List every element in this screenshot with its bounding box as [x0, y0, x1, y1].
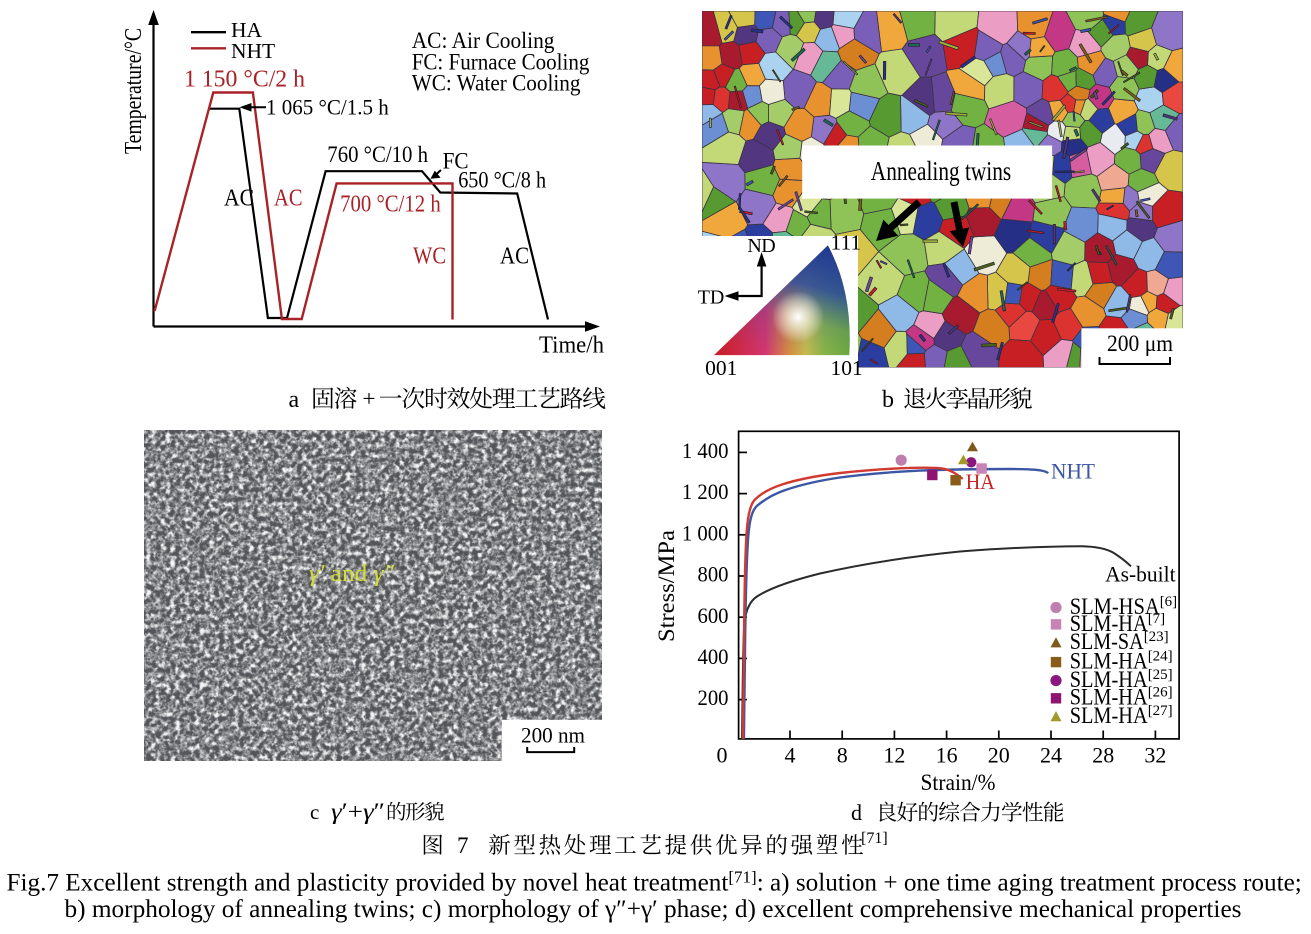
svg-text:SLM-HA: SLM-HA — [1070, 611, 1148, 636]
svg-text:1 150 °C/2 h: 1 150 °C/2 h — [184, 67, 305, 93]
svg-text:1 000: 1 000 — [682, 520, 729, 545]
svg-text:16: 16 — [936, 743, 958, 768]
svg-text:AC: AC — [274, 186, 303, 212]
svg-text:FC: Furnace Cooling: FC: Furnace Cooling — [412, 49, 590, 75]
svg-text:800: 800 — [698, 562, 729, 587]
svg-text:600: 600 — [698, 603, 729, 628]
svg-text:1 400: 1 400 — [682, 438, 729, 463]
svg-text:20: 20 — [988, 743, 1010, 768]
svg-text:Stress/MPa: Stress/MPa — [654, 530, 679, 642]
svg-text:12: 12 — [883, 743, 905, 768]
svg-text:[23]: [23] — [1144, 629, 1169, 645]
svg-text:[6]: [6] — [1160, 594, 1178, 610]
svg-text:760 °C/10 h: 760 °C/10 h — [327, 142, 428, 168]
svg-text:γ′+γ″: γ′+ γ″ — [331, 799, 385, 825]
svg-text:[7]: [7] — [1148, 611, 1166, 627]
svg-text:Annealing twins: Annealing twins — [871, 156, 1011, 186]
svg-text:200 μm: 200 μm — [1107, 331, 1173, 356]
svg-text:101: 101 — [831, 356, 863, 380]
svg-text:32: 32 — [1144, 743, 1166, 768]
svg-text:28: 28 — [1092, 743, 1114, 768]
svg-text:[24]: [24] — [1148, 649, 1173, 665]
svg-text:a: a — [289, 387, 300, 413]
svg-text:650 °C/8 h: 650 °C/8 h — [458, 168, 546, 194]
svg-text:b: b — [882, 387, 894, 413]
svg-text:[71]: [71] — [861, 830, 888, 847]
svg-text:AC: AC — [500, 244, 529, 270]
svg-text:WC: Water Cooling: WC: Water Cooling — [412, 71, 581, 97]
svg-text:γ′ and γ″: γ′ and γ″ — [309, 561, 395, 587]
svg-text:+: + — [363, 386, 376, 411]
svg-text:1 200: 1 200 — [682, 479, 729, 504]
svg-text:Time/h: Time/h — [539, 333, 604, 359]
svg-text:NHT: NHT — [231, 39, 275, 63]
svg-text:200: 200 — [698, 685, 729, 710]
svg-text:1 065 °C/1.5 h: 1 065 °C/1.5 h — [266, 95, 389, 120]
svg-text:d: d — [851, 800, 862, 825]
svg-text:SLM-HA: SLM-HA — [1070, 685, 1148, 710]
svg-text:AC: Air Cooling: AC: Air Cooling — [412, 28, 555, 54]
svg-text:SLM-HSA: SLM-HSA — [1070, 594, 1160, 619]
svg-text:ND: ND — [747, 235, 775, 257]
svg-text:001: 001 — [705, 356, 737, 380]
svg-text:Fig.7 Excellent strength and p: Fig.7 Excellent strength and plasticity … — [7, 867, 1302, 896]
svg-text:200 nm: 200 nm — [521, 723, 585, 748]
svg-text:FC: FC — [443, 148, 469, 174]
svg-text:SLM-HA: SLM-HA — [1070, 703, 1148, 728]
svg-text:0: 0 — [717, 743, 728, 768]
svg-text:SLM-SA: SLM-SA — [1070, 629, 1144, 654]
svg-text:Temperature/°C: Temperature/°C — [121, 28, 147, 154]
svg-text:400: 400 — [698, 644, 729, 669]
svg-text:As-built: As-built — [1105, 561, 1176, 586]
svg-text:[25]: [25] — [1148, 667, 1173, 683]
svg-text:Strain/%: Strain/% — [921, 770, 996, 795]
svg-text:4: 4 — [785, 743, 796, 768]
svg-text:b) morphology of annealing twi: b) morphology of annealing twins; c) mor… — [65, 896, 1242, 923]
svg-text:c: c — [310, 800, 319, 824]
svg-text:AC: AC — [224, 186, 254, 212]
svg-text:TD: TD — [698, 287, 725, 309]
svg-text:HA: HA — [231, 18, 263, 42]
svg-text:8: 8 — [837, 743, 848, 768]
svg-text:111: 111 — [831, 231, 862, 255]
svg-text:7: 7 — [457, 833, 469, 858]
svg-text:SLM-HA: SLM-HA — [1070, 667, 1148, 692]
svg-text:[26]: [26] — [1148, 685, 1173, 701]
svg-text:700 °C/12 h: 700 °C/12 h — [340, 191, 441, 217]
svg-text:24: 24 — [1040, 743, 1062, 768]
svg-text:SLM-HA: SLM-HA — [1070, 649, 1148, 674]
svg-text:WC: WC — [413, 244, 446, 270]
svg-text:[27]: [27] — [1148, 703, 1173, 719]
svg-text:NHT: NHT — [1051, 459, 1096, 484]
